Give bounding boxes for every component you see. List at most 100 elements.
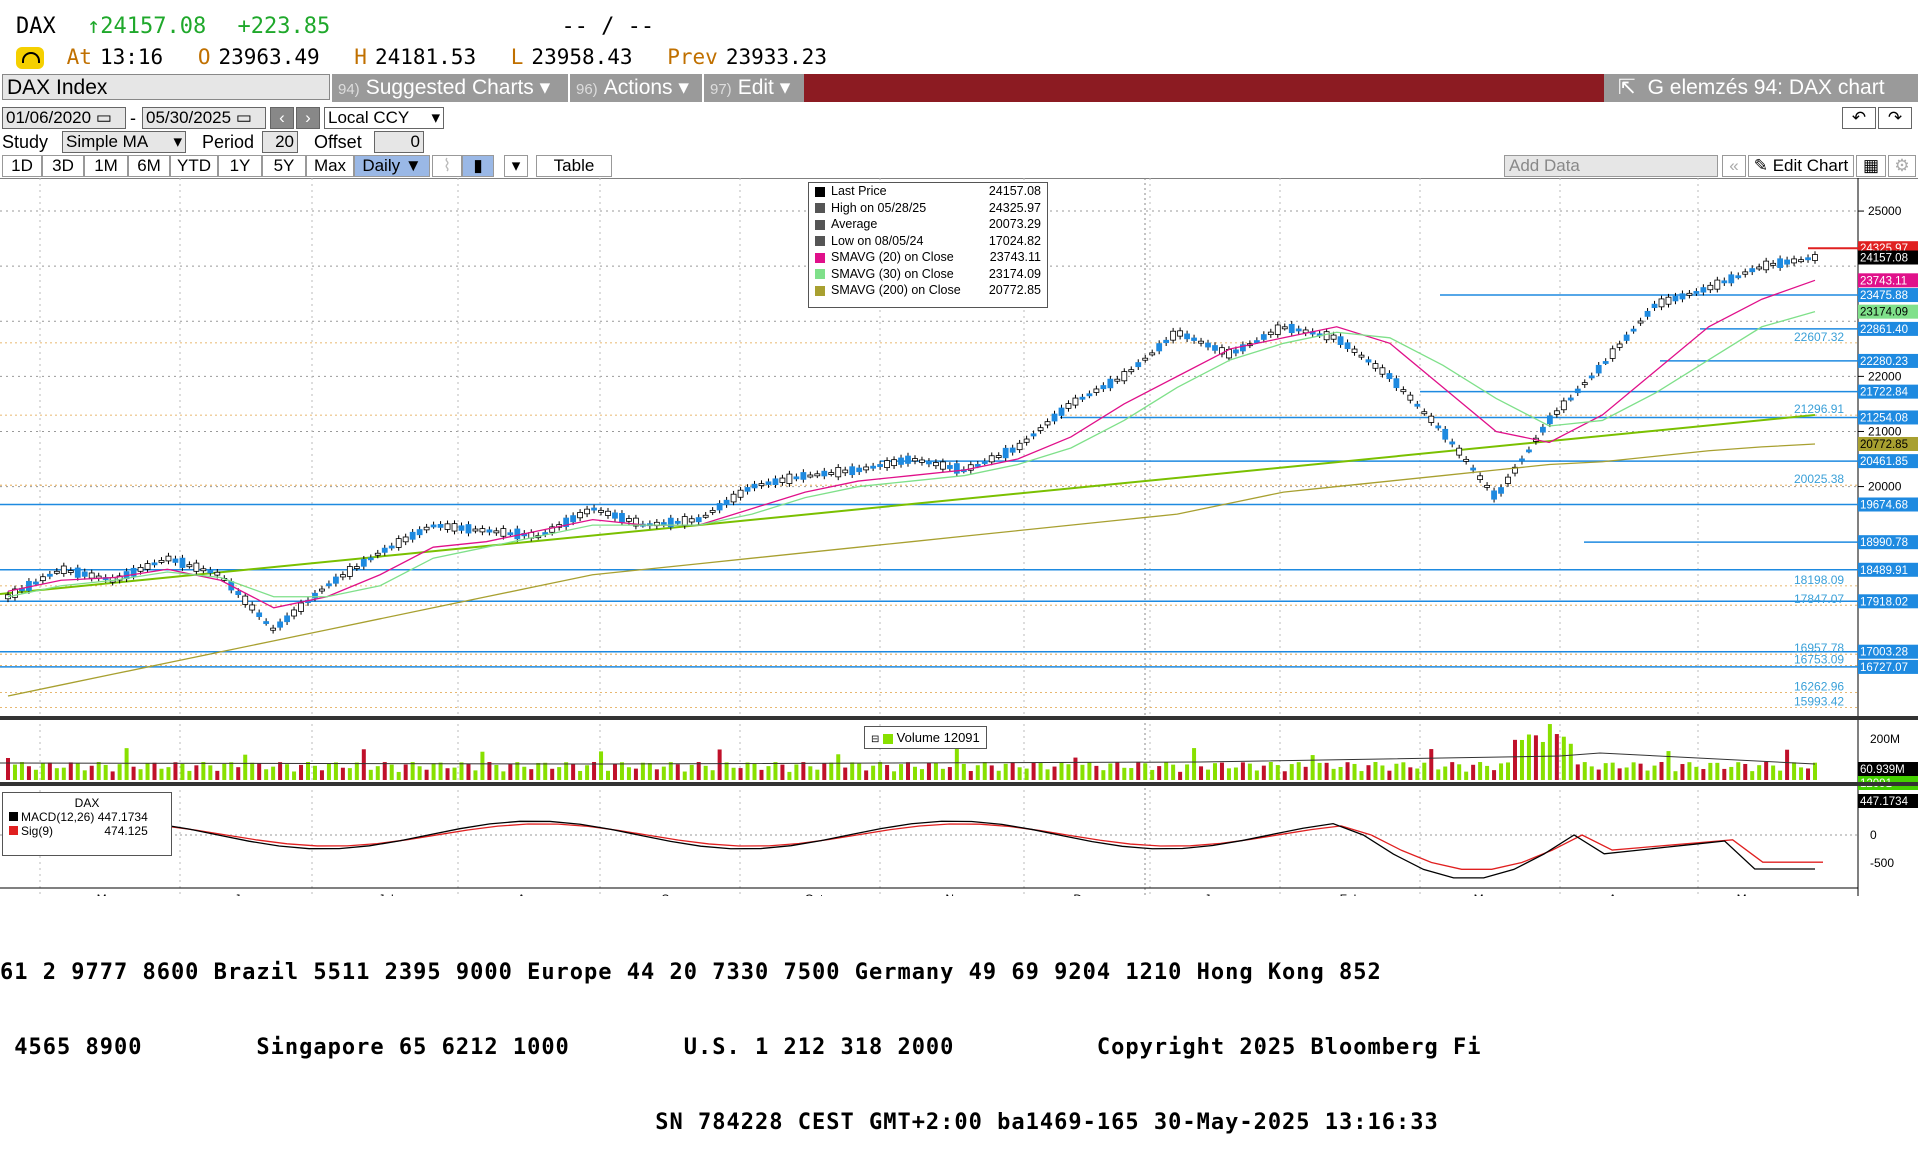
candle-body — [172, 558, 179, 563]
candle-body — [298, 602, 304, 612]
collapse-icon[interactable]: « — [1722, 155, 1746, 177]
chart-settings-icon[interactable]: ▦ — [1856, 155, 1886, 177]
add-data-input[interactable]: Add Data — [1504, 155, 1718, 177]
volume-bar — [1436, 769, 1441, 780]
range-1m[interactable]: 1M — [84, 155, 128, 177]
volume-bar — [808, 766, 813, 780]
candle-body — [626, 518, 632, 522]
volume-bar — [710, 770, 715, 780]
legend-value: 23743.11 — [989, 250, 1041, 264]
end-date-field[interactable]: 05/30/2025 ▭ — [142, 107, 266, 129]
security-field[interactable]: DAX Index — [2, 74, 330, 100]
line-chart-icon[interactable]: ⌇ — [432, 155, 462, 177]
volume-bar — [1785, 749, 1790, 780]
volume-bar — [529, 769, 534, 780]
candle-body — [1470, 467, 1477, 471]
frequency-select[interactable]: Daily ▼ — [354, 155, 430, 177]
gear-icon[interactable]: ⚙ — [1888, 155, 1916, 177]
study-select[interactable]: Simple MA ▾ — [62, 131, 186, 153]
range-1d[interactable]: 1D — [2, 155, 42, 177]
volume-average-line — [0, 752, 1816, 765]
range-max[interactable]: Max — [306, 155, 354, 177]
price-axis: 20000 21000 22000 25000 — [1858, 204, 1902, 494]
undo-button[interactable]: ↶ — [1842, 107, 1876, 129]
volume-bar — [368, 769, 373, 780]
gauge-icon[interactable] — [16, 47, 44, 69]
offset-input[interactable]: 0 — [374, 131, 424, 153]
volume-bar — [1673, 771, 1678, 780]
bar-chart-icon[interactable]: ▮ — [462, 155, 494, 177]
contact-ticker: 61 2 9777 8600 Brazil 5511 2395 9000 Eur… — [0, 910, 1918, 1160]
signal-line — [15, 823, 1823, 870]
external-link-icon[interactable]: ⇱ — [1618, 76, 1636, 99]
candle-body — [1372, 363, 1379, 369]
volume-bar — [1143, 763, 1148, 780]
candle-body — [1721, 280, 1728, 284]
volume-bar — [1115, 762, 1120, 780]
legend-row: SMAVG (30) on Close 23174.09 — [809, 266, 1047, 283]
candle-body — [116, 575, 123, 581]
volume-bar — [208, 765, 213, 780]
volume-bar — [585, 765, 590, 780]
candle-body — [953, 463, 960, 474]
volume-bar — [194, 765, 199, 780]
volume-bar — [1345, 762, 1350, 780]
price-label: 23743.11 — [1860, 275, 1907, 287]
currency-select[interactable]: Local CCY ▾ — [324, 107, 444, 129]
volume-label: 60.939M — [1860, 764, 1905, 776]
calendar-icon[interactable]: ▭ — [235, 108, 252, 127]
range-1y[interactable]: 1Y — [218, 155, 262, 177]
volume-bar — [285, 764, 290, 780]
volume-bar — [1380, 765, 1385, 780]
volume-bar — [75, 763, 80, 780]
candle-body — [995, 455, 1002, 458]
price-label-bg — [1858, 321, 1918, 336]
edit-chart-button[interactable]: ✎ Edit Chart — [1748, 155, 1854, 177]
volume-bar — [166, 767, 171, 780]
candle-body — [1602, 361, 1609, 364]
chart-title-bar[interactable]: ⇱ G elemzés 94: DAX chart — [1604, 74, 1918, 102]
redo-button[interactable]: ↷ — [1878, 107, 1912, 129]
period-input[interactable]: 20 — [262, 131, 298, 153]
range-6m[interactable]: 6M — [128, 155, 170, 177]
candle-body — [256, 612, 263, 618]
volume-bar — [1743, 763, 1748, 780]
volume-bar — [1680, 764, 1685, 780]
price-label: 20461.85 — [1860, 456, 1908, 468]
chart-type-dropdown[interactable]: ▾ — [504, 155, 528, 177]
x-tick-label: Aug — [517, 892, 538, 896]
range-3d[interactable]: 3D — [42, 155, 84, 177]
edit-menu[interactable]: 97) Edit ▾ — [704, 74, 804, 102]
candle-body — [1281, 326, 1288, 330]
suggested-charts-menu[interactable]: 94) Suggested Charts ▾ — [332, 74, 568, 102]
collapse-icon[interactable]: ⊟ — [871, 734, 880, 745]
table-button[interactable]: Table — [536, 155, 612, 177]
range-5y[interactable]: 5Y — [262, 155, 306, 177]
menu-number: 96) — [576, 81, 598, 98]
candle-body — [863, 466, 870, 471]
volume-bar — [6, 758, 10, 780]
volume-bar — [1415, 768, 1420, 780]
volume-bar — [1275, 765, 1280, 780]
start-date-field[interactable]: 01/06/2020 ▭ — [2, 107, 126, 129]
candle-body — [312, 592, 318, 599]
prev-period-button[interactable]: ‹ — [270, 107, 294, 129]
menu-label: Suggested Charts — [365, 76, 534, 99]
calendar-icon[interactable]: ▭ — [95, 108, 112, 127]
volume-bar — [933, 762, 938, 780]
candle-body — [339, 574, 346, 578]
candle-body — [1749, 268, 1756, 273]
candle-body — [53, 570, 60, 574]
legend-value: 24325.97 — [988, 200, 1041, 215]
volume-bar — [578, 770, 583, 780]
volume-bar — [1366, 765, 1371, 780]
actions-menu[interactable]: 96) Actions ▾ — [570, 74, 702, 102]
legend-row: High on 05/28/25 24325.97 — [809, 200, 1047, 217]
candle-body — [570, 515, 577, 523]
range-ytd[interactable]: YTD — [170, 155, 218, 177]
volume-bar — [1603, 763, 1608, 780]
candle-body — [1023, 438, 1030, 443]
volume-bar — [1729, 766, 1734, 780]
volume-bar — [1073, 757, 1078, 780]
next-period-button[interactable]: › — [296, 107, 320, 129]
